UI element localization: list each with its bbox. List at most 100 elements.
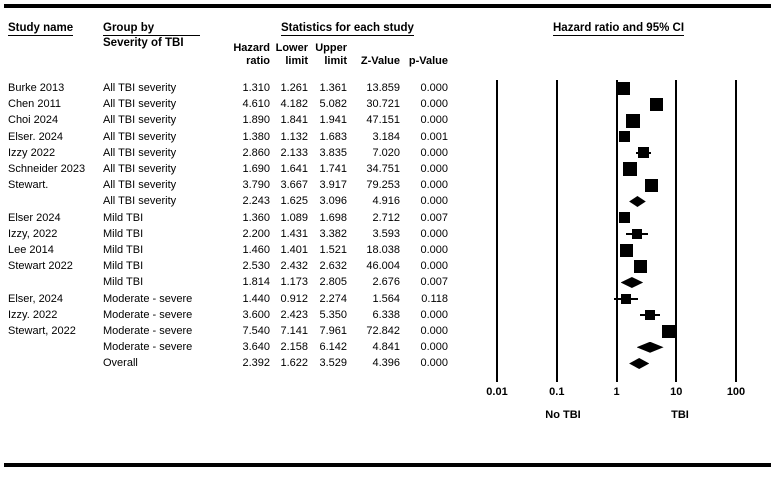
table-row: Stewart 2022 Mild TBI 2.530 2.432 2.632 46.00… bbox=[0, 258, 779, 274]
group-cell: Mild TBI bbox=[103, 211, 144, 224]
hazard-ratio-cell: 2.200 bbox=[242, 227, 270, 240]
lower-limit-cell: 1.841 bbox=[280, 114, 308, 127]
group-cell: All TBI severity bbox=[103, 114, 177, 127]
axis-gridline bbox=[555, 80, 558, 382]
p-value-cell: 0.000 bbox=[420, 308, 448, 321]
z-value-cell: 4.396 bbox=[372, 357, 400, 370]
study-cell: Izzy 2022 bbox=[8, 146, 56, 159]
forest-square-marker bbox=[619, 243, 633, 257]
hazard-ratio-cell: 2.530 bbox=[242, 260, 270, 273]
group-cell: Moderate - severe bbox=[103, 325, 193, 337]
upper-limit-cell: 2.274 bbox=[319, 292, 347, 305]
upper-limit-cell: 5.350 bbox=[319, 308, 347, 321]
table-row: Burke 2013 All TBI severity 1.310 1.261 1.36… bbox=[0, 80, 779, 96]
col-header-hazard-ratio: Hazard ratio bbox=[233, 42, 270, 67]
forest-square-marker bbox=[619, 131, 631, 143]
axis-tick-label: 100 bbox=[726, 386, 746, 398]
p-value-cell: 0.000 bbox=[420, 357, 448, 370]
z-value-cell: 6.338 bbox=[372, 308, 400, 321]
p-value-cell: 0.000 bbox=[420, 82, 448, 94]
stats-section-header: Statistics for each study bbox=[281, 22, 414, 36]
forest-square-marker bbox=[617, 81, 630, 95]
group-cell: All TBI severity bbox=[103, 98, 177, 111]
lower-limit-cell: 4.182 bbox=[280, 98, 308, 111]
z-value-cell: 47.151 bbox=[366, 114, 400, 127]
z-value-cell: 79.253 bbox=[366, 179, 400, 192]
hazard-ratio-cell: 1.440 bbox=[242, 292, 270, 305]
axis-tick-label: 10 bbox=[670, 386, 683, 398]
upper-limit-cell: 7.961 bbox=[319, 325, 347, 337]
plot-section-header: Hazard ratio and 95% CI bbox=[553, 22, 685, 36]
forest-square-marker bbox=[634, 259, 648, 273]
col-header-p-value: p-Value bbox=[408, 55, 448, 67]
table-row: Chen 2011 All TBI severity 4.610 4.182 5.082… bbox=[0, 96, 779, 112]
table-row: Choi 2024 All TBI severity 1.890 1.841 1.941… bbox=[0, 112, 779, 128]
z-value-cell: 3.184 bbox=[372, 130, 400, 143]
z-value-cell: 7.020 bbox=[372, 146, 400, 159]
bottom-rule bbox=[4, 463, 771, 467]
table-row: Elser, 2024 Moderate - severe 1.440 0.912 2.… bbox=[0, 291, 779, 307]
group-cell: Moderate - severe bbox=[103, 341, 193, 354]
study-cell: Elser 2024 bbox=[8, 211, 61, 224]
lower-limit-cell: 7.141 bbox=[280, 325, 308, 337]
study-cell: Izzy. 2022 bbox=[8, 308, 58, 321]
lower-limit-cell: 2.158 bbox=[280, 341, 308, 354]
z-value-cell: 30.721 bbox=[366, 98, 400, 111]
forest-diamond-marker bbox=[620, 277, 644, 288]
lower-limit-cell: 2.423 bbox=[280, 308, 308, 321]
lower-limit-cell: 1.173 bbox=[280, 276, 308, 289]
group-cell: Mild TBI bbox=[103, 227, 144, 240]
upper-limit-cell: 1.698 bbox=[319, 211, 347, 224]
lower-limit-cell: 1.132 bbox=[280, 130, 308, 143]
p-value-cell: 0.000 bbox=[420, 195, 448, 208]
p-value-cell: 0.118 bbox=[421, 292, 448, 305]
study-cell: Lee 2014 bbox=[8, 244, 54, 256]
p-value-cell: 0.000 bbox=[420, 325, 448, 337]
table-row: Moderate - severe 3.640 2.158 6.142 4.841 0.0… bbox=[0, 339, 779, 355]
upper-limit-cell: 3.917 bbox=[319, 179, 347, 192]
z-value-cell: 18.038 bbox=[366, 244, 400, 256]
z-value-cell: 72.842 bbox=[366, 325, 400, 337]
table-row: Overall 2.392 1.622 3.529 4.396 0.000 bbox=[0, 355, 779, 371]
lower-limit-cell: 1.261 bbox=[280, 82, 308, 94]
hazard-ratio-cell: 3.790 bbox=[242, 179, 270, 192]
lower-limit-cell: 1.625 bbox=[280, 195, 308, 208]
axis-gridline bbox=[735, 80, 737, 382]
upper-limit-cell: 6.142 bbox=[319, 341, 347, 354]
upper-limit-cell: 3.382 bbox=[319, 227, 347, 240]
hazard-ratio-cell: 1.310 bbox=[242, 82, 270, 94]
hazard-ratio-cell: 1.890 bbox=[242, 114, 270, 127]
table-row: Lee 2014 Mild TBI 1.460 1.401 1.521 18.038 0.0… bbox=[0, 242, 779, 258]
forest-square-marker bbox=[644, 178, 658, 192]
group-cell: Moderate - severe bbox=[103, 308, 193, 321]
hazard-ratio-cell: 3.600 bbox=[242, 308, 270, 321]
hazard-ratio-cell: 3.640 bbox=[242, 341, 270, 354]
p-value-cell: 0.000 bbox=[420, 163, 448, 175]
axis-gridline bbox=[615, 80, 618, 382]
axis-tick-label: 0.01 bbox=[486, 386, 508, 398]
forest-diamond-marker bbox=[636, 341, 664, 353]
p-value-cell: 0.000 bbox=[420, 244, 448, 256]
study-name-header: Study name bbox=[8, 22, 74, 36]
hazard-ratio-cell: 2.392 bbox=[242, 357, 270, 370]
forest-diamond-marker bbox=[629, 358, 650, 369]
z-value-cell: 2.712 bbox=[372, 211, 400, 224]
forest-square-marker bbox=[621, 293, 631, 304]
group-cell: Mild TBI bbox=[103, 260, 144, 273]
study-cell: Izzy, 2022 bbox=[8, 227, 58, 240]
hazard-ratio-cell: 1.460 bbox=[242, 244, 270, 256]
group-cell: Mild TBI bbox=[103, 244, 144, 256]
lower-limit-cell: 1.431 bbox=[280, 227, 308, 240]
p-value-cell: 0.000 bbox=[420, 98, 448, 111]
upper-limit-cell: 1.741 bbox=[319, 163, 347, 175]
axis-tick-label: 0.1 bbox=[549, 386, 565, 398]
hazard-ratio-cell: 2.243 bbox=[242, 195, 270, 208]
z-value-cell: 46.004 bbox=[366, 260, 400, 273]
table-row: Izzy, 2022 Mild TBI 2.200 1.431 3.382 3.593 0.… bbox=[0, 226, 779, 242]
p-value-cell: 0.001 bbox=[420, 130, 448, 143]
table-row: Stewart, 2022 Moderate - severe 7.540 7.141… bbox=[0, 323, 779, 339]
col-header-lower-limit: Lower limit bbox=[275, 42, 308, 67]
forest-square-marker bbox=[626, 113, 640, 128]
lower-limit-cell: 1.641 bbox=[280, 163, 308, 175]
